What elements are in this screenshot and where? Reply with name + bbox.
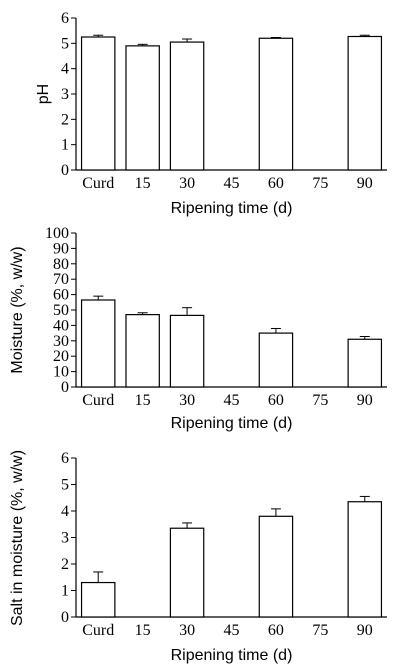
y-axis-title: Salt in moisture (%, w/w) — [9, 450, 26, 626]
x-tick-label: 45 — [224, 622, 240, 639]
y-tick-label: 2 — [61, 556, 69, 573]
x-axis-title: Ripening time (d) — [171, 647, 293, 664]
bar — [347, 501, 383, 618]
bar — [80, 36, 116, 171]
y-tick-label: 1 — [61, 583, 69, 600]
x-tick-label: 15 — [135, 622, 151, 639]
y-tick-label: 50 — [53, 302, 69, 319]
bar — [258, 332, 294, 388]
y-tick-label: 5 — [61, 35, 69, 52]
x-tick-label: 15 — [135, 392, 151, 409]
x-tick-label: Curd — [82, 175, 114, 192]
x-tick-label: 60 — [268, 392, 284, 409]
y-tick-label: 0 — [61, 609, 69, 626]
x-tick-label: 90 — [357, 175, 373, 192]
y-tick-label: 40 — [53, 317, 69, 334]
y-axis-title: pH — [35, 84, 52, 104]
x-tick-label: 60 — [268, 622, 284, 639]
bar — [258, 515, 294, 618]
x-tick-label: 45 — [224, 175, 240, 192]
bar — [258, 37, 294, 171]
bar — [80, 299, 116, 388]
x-tick-label: Curd — [82, 392, 114, 409]
bar — [169, 314, 205, 388]
y-tick-label: 6 — [61, 10, 69, 27]
y-tick-label: 90 — [53, 240, 69, 257]
x-axis-title: Ripening time (d) — [171, 200, 293, 217]
x-tick-label: 45 — [224, 392, 240, 409]
y-tick-label: 0 — [61, 162, 69, 179]
y-tick-label: 2 — [61, 111, 69, 128]
y-tick-label: 1 — [61, 137, 69, 154]
y-tick-label: 80 — [53, 256, 69, 273]
y-tick-label: 30 — [53, 333, 69, 350]
bar — [347, 35, 383, 171]
y-tick-label: 3 — [61, 86, 69, 103]
y-tick-label: 0 — [61, 379, 69, 396]
y-tick-label: 4 — [61, 61, 69, 78]
x-tick-label: 30 — [179, 392, 195, 409]
y-tick-label: 10 — [53, 364, 69, 381]
bar — [169, 41, 205, 171]
y-tick-label: 70 — [53, 271, 69, 288]
bar — [80, 581, 116, 618]
x-tick-label: 90 — [357, 622, 373, 639]
x-tick-label: 60 — [268, 175, 284, 192]
x-tick-label: 15 — [135, 175, 151, 192]
bar — [125, 314, 160, 388]
y-tick-label: 6 — [61, 450, 69, 467]
bar — [169, 527, 205, 618]
y-tick-label: 5 — [61, 477, 69, 494]
x-tick-label: 90 — [357, 392, 373, 409]
x-tick-label: 75 — [312, 175, 328, 192]
x-axis-title: Ripening time (d) — [171, 415, 293, 432]
x-tick-label: 75 — [312, 392, 328, 409]
y-tick-label: 60 — [53, 287, 69, 304]
y-axis-title: Moisture (%, w/w) — [9, 246, 26, 373]
y-tick-label: 20 — [53, 348, 69, 365]
y-tick-label: 100 — [45, 225, 69, 242]
x-tick-label: 30 — [179, 622, 195, 639]
x-tick-label: Curd — [82, 622, 114, 639]
x-tick-label: 30 — [179, 175, 195, 192]
y-tick-label: 3 — [61, 530, 69, 547]
bar — [347, 338, 383, 388]
x-tick-label: 75 — [312, 622, 328, 639]
y-tick-label: 4 — [61, 503, 69, 520]
bar — [125, 45, 160, 171]
